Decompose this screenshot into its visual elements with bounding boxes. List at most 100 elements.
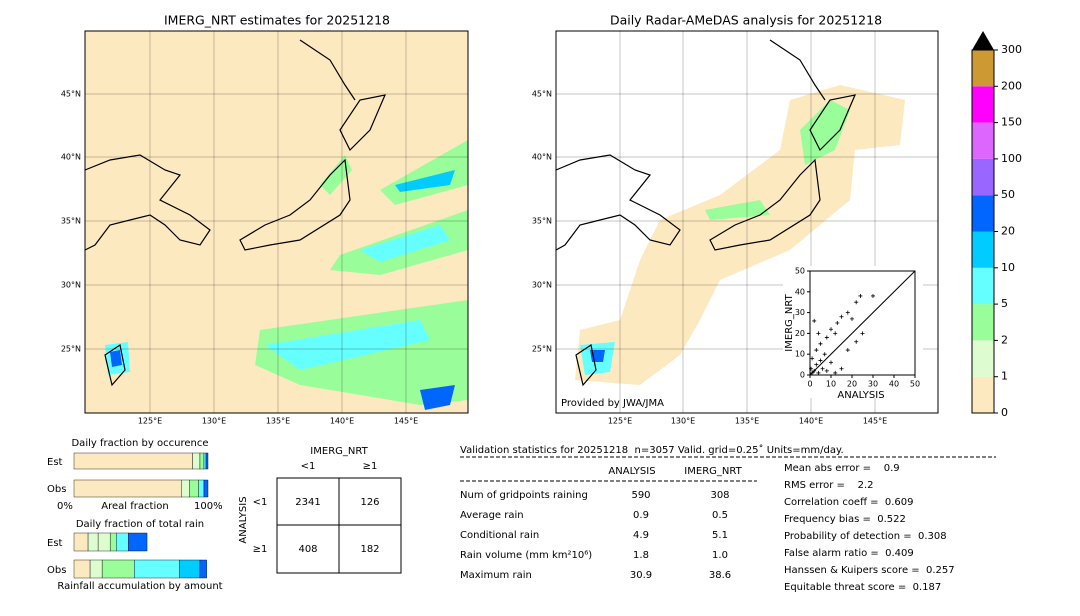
scatter-point xyxy=(829,327,833,332)
lon-label: 145°E xyxy=(863,417,887,426)
lat-label: 30°N xyxy=(532,281,552,290)
lon-label: 135°E xyxy=(266,417,290,426)
colorbar-segment xyxy=(972,376,994,413)
row-label: Est xyxy=(47,457,63,468)
table-col-header: <1 xyxy=(301,461,316,472)
fraction-segment xyxy=(109,532,117,552)
x-tick-label: 20 xyxy=(847,380,857,389)
fraction-segment xyxy=(73,452,193,470)
lon-label: 145°E xyxy=(394,417,418,426)
colorbar-label: 300 xyxy=(1001,43,1022,56)
x-tick-label: 50 xyxy=(910,380,920,389)
colorbar-label: 5 xyxy=(1001,297,1008,310)
axis-label: 0% xyxy=(57,501,73,512)
fraction-segment xyxy=(87,532,99,552)
fraction-segment xyxy=(180,479,190,498)
axis-label: 100% xyxy=(194,501,223,512)
stats-value: 1.8 xyxy=(633,550,649,561)
scatter-point xyxy=(824,335,829,340)
scatter-point xyxy=(814,362,819,367)
scatter-point xyxy=(839,314,844,319)
lon-label: 125°E xyxy=(138,417,162,426)
scatter-point xyxy=(824,368,829,373)
fraction-segment xyxy=(205,452,209,470)
x-tick-label: 0 xyxy=(807,380,812,389)
lon-label: 130°E xyxy=(671,417,695,426)
y-tick-label: 20 xyxy=(795,329,805,338)
x-tick-label: 30 xyxy=(868,380,878,389)
stats-value: 4.9 xyxy=(633,530,649,541)
fraction-segment xyxy=(192,452,201,470)
y-tick-label: 50 xyxy=(795,267,805,276)
scatter-point xyxy=(871,293,875,298)
map-title: IMERG_NRT estimates for 20251218 xyxy=(164,13,390,28)
credit: Provided by JWA/JMA xyxy=(561,398,664,409)
scatter-point xyxy=(829,360,833,365)
fraction-segment xyxy=(199,559,207,579)
fraction-segment xyxy=(198,479,205,498)
fraction-segment xyxy=(89,559,103,579)
colorbar-segment xyxy=(972,267,994,305)
colorbar-segment xyxy=(972,340,994,377)
scatter-point xyxy=(814,348,819,353)
lat-label: 35°N xyxy=(61,217,81,226)
map-title: Daily Radar-AMeDAS analysis for 20251218 xyxy=(610,13,882,28)
colorbar-segment xyxy=(972,195,994,232)
scatter-point xyxy=(845,310,850,315)
colorbar-label: 150 xyxy=(1001,116,1022,129)
score: RMS error = 2.2 xyxy=(784,480,874,491)
score: False alarm ratio = 0.409 xyxy=(784,548,914,559)
scatter-point xyxy=(812,368,817,373)
fraction-segment xyxy=(73,479,182,498)
lat-label: 35°N xyxy=(532,217,552,226)
lat-label: 30°N xyxy=(61,281,81,290)
scatter-point xyxy=(822,352,827,357)
stats-label: Average rain xyxy=(460,510,524,521)
y-tick-label: 10 xyxy=(795,350,805,359)
colorbar-label: 200 xyxy=(1001,79,1022,92)
fraction-segment xyxy=(101,559,135,579)
scatter-point xyxy=(820,366,825,371)
scatter-point xyxy=(810,356,815,361)
colorbar-segment xyxy=(972,231,994,268)
scatter-point xyxy=(816,370,821,375)
lon-label: 140°E xyxy=(330,417,354,426)
y-tick-label: 0 xyxy=(800,371,805,380)
stats-value: 5.1 xyxy=(712,530,728,541)
y-axis-label: IMERG_NRT xyxy=(784,293,795,351)
map-rain-areas xyxy=(105,140,468,410)
score: Hanssen & Kuipers score = 0.257 xyxy=(784,565,955,576)
lat-label: 25°N xyxy=(61,345,81,354)
score: Mean abs error = 0.9 xyxy=(784,463,900,474)
fraction-segment xyxy=(203,479,209,498)
colorbar-segment xyxy=(972,86,994,123)
colorbar-segment xyxy=(972,304,994,341)
diagonal xyxy=(809,270,916,376)
stats-value: 38.6 xyxy=(709,570,731,581)
scatter-point xyxy=(809,366,814,371)
table-col-header: ≥1 xyxy=(363,461,378,472)
scatter-point xyxy=(816,331,821,336)
coastlines xyxy=(555,39,857,387)
row-label: Est xyxy=(47,538,63,549)
table-cell: 2341 xyxy=(295,497,320,508)
stats-value: 1.0 xyxy=(712,550,728,561)
scatter-point xyxy=(818,341,823,346)
table-cell: 182 xyxy=(360,544,379,555)
stats-col-header: IMERG_NRT xyxy=(684,466,742,477)
y-tick-label: 30 xyxy=(795,308,805,317)
table-cell: 408 xyxy=(298,544,317,555)
stats-label: Rain volume (mm km²10⁶) xyxy=(460,550,592,561)
scatter-point xyxy=(854,339,859,344)
colorbar-label: 2 xyxy=(1001,333,1008,346)
scatter-point xyxy=(839,366,844,371)
fraction-segment xyxy=(199,452,205,470)
map-frame xyxy=(555,30,939,414)
scatter-point xyxy=(812,318,817,323)
map-rain-areas xyxy=(575,85,905,385)
stats-header: Validation statistics for 20251218 n=305… xyxy=(460,444,844,456)
fraction-segment xyxy=(116,532,129,552)
lon-label: 140°E xyxy=(799,417,823,426)
table-grid xyxy=(277,478,401,573)
